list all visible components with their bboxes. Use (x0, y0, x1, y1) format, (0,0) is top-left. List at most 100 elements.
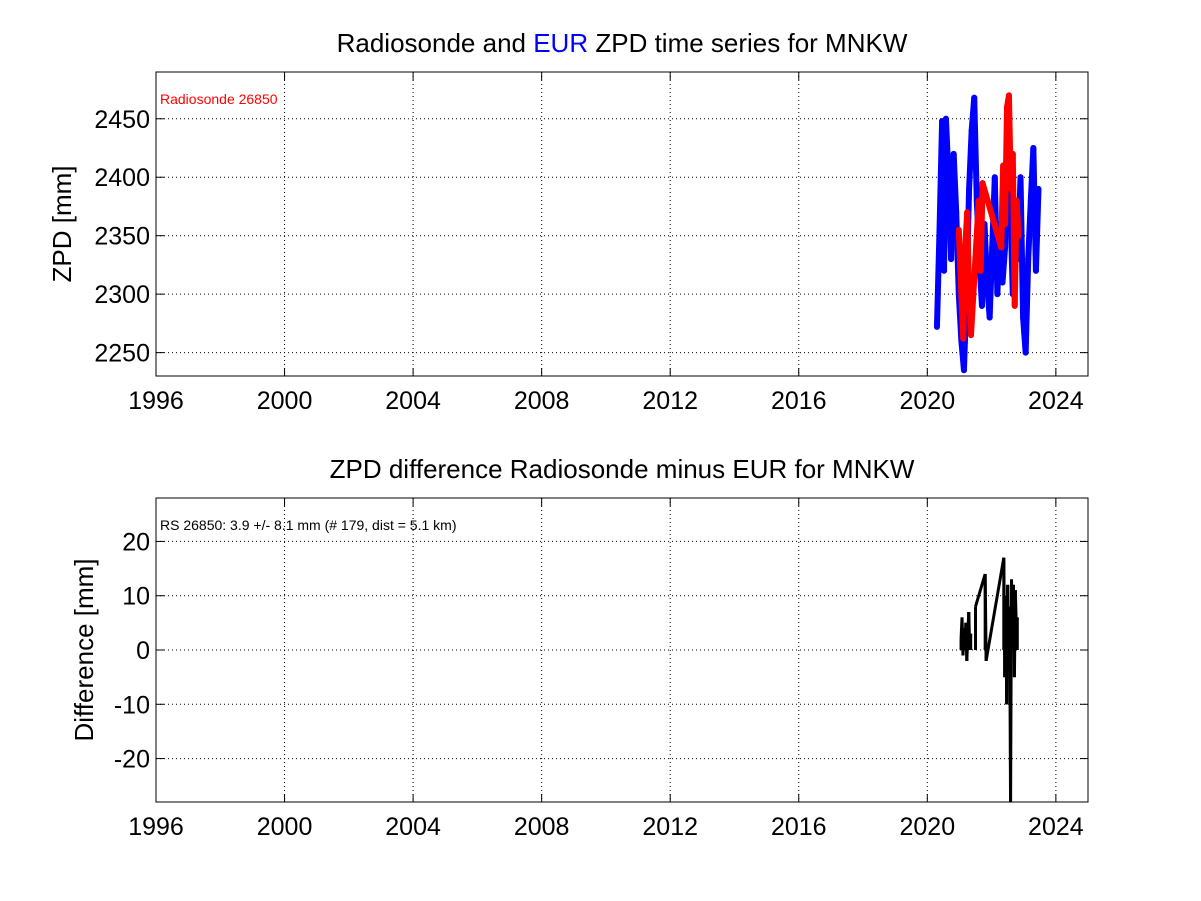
data-point (1008, 186, 1013, 191)
data-point (999, 245, 1004, 250)
data-point (940, 119, 945, 124)
zpd-time-series-panel: 1996 2000 2004 2008 2012 2016 2020 2024 2250 2300… (47, 28, 1089, 415)
data-point (979, 303, 984, 308)
data-point (1021, 315, 1026, 320)
axes-frame (155, 71, 1089, 377)
x-tick-label: 2024 (1028, 813, 1084, 841)
data-point (967, 186, 972, 191)
chart-title: Radiosonde and EUR ZPD time series for M… (337, 28, 908, 58)
series-segment (977, 180, 986, 274)
y-tick-label: -10 (114, 691, 150, 719)
data-point (1023, 350, 1028, 355)
series-segment (960, 244, 969, 342)
y-axis-label: Difference [mm] (69, 558, 99, 741)
y-tick-label: 2350 (94, 223, 150, 251)
chart-annotation: RS 26850: 3.9 +/- 8.1 mm (# 179, dist = … (160, 517, 456, 533)
x-tick-label: 2020 (899, 387, 955, 415)
data-point (956, 227, 961, 232)
y-tick-label: -20 (114, 746, 150, 774)
x-tick-label: 2000 (257, 387, 313, 415)
data-point (990, 245, 995, 250)
series-segment (981, 221, 991, 286)
series-0 (933, 94, 1042, 374)
series-segment (984, 557, 1006, 662)
x-tick-label: 2024 (1028, 387, 1084, 415)
data-point (961, 336, 966, 341)
series-segment (950, 150, 960, 216)
data-point (1005, 105, 1010, 110)
data-point (980, 181, 985, 186)
x-tick-label: 2004 (385, 387, 441, 415)
data-point (951, 151, 956, 156)
data-point (961, 368, 966, 373)
data-point (1010, 151, 1015, 156)
zpd-difference-panel: 1996 2000 2004 2008 2012 2016 2020 2024 -20 -10 0 1… (69, 454, 1089, 841)
series-segment (974, 573, 987, 607)
y-axis-label: ZPD [mm] (47, 166, 77, 283)
chart-title-part: ZPD time series for MNKW (588, 28, 908, 58)
data-point (1006, 93, 1011, 98)
series-segment (966, 127, 975, 192)
chart-title-part: Radiosonde and (337, 28, 534, 58)
data-point (987, 315, 992, 320)
x-tick-label: 2008 (514, 387, 570, 415)
data-point (942, 268, 947, 273)
data-point (972, 95, 977, 100)
data-point (946, 175, 951, 180)
y-tick-label: 20 (122, 528, 150, 556)
chart-title-part: EUR (533, 28, 588, 58)
x-tick-label: 2000 (257, 813, 313, 841)
series-segment (979, 180, 1005, 251)
y-tick-label: 2250 (94, 340, 150, 368)
data-point (1012, 303, 1017, 308)
series-segment (1025, 197, 1034, 263)
data-point (1018, 175, 1023, 180)
data-point (937, 227, 942, 232)
series-segment (1022, 256, 1032, 356)
x-tick-label: 2016 (771, 813, 827, 841)
data-point (1028, 198, 1033, 203)
series-segment (1032, 185, 1042, 274)
series-segment (964, 209, 973, 298)
data-point (959, 292, 964, 297)
data-point (985, 280, 990, 285)
data-point (969, 128, 974, 133)
data-point (943, 116, 948, 121)
data-point (992, 175, 997, 180)
y-tick-label: 2300 (94, 281, 150, 309)
data-point (1026, 257, 1031, 262)
series-segment (942, 115, 952, 181)
data-point (965, 210, 970, 215)
data-point (1016, 233, 1021, 238)
x-tick-label: 2008 (514, 813, 570, 841)
series-1 (955, 92, 1022, 342)
y-tick-label: 10 (122, 583, 150, 611)
chart-annotation: Radiosonde 26850 (160, 91, 278, 107)
series-segment (955, 226, 965, 298)
series-1 (974, 557, 1019, 803)
series-segment (999, 244, 1009, 286)
data-point (1000, 280, 1005, 285)
data-point (976, 198, 981, 203)
chart-title: ZPD difference Radiosonde minus EUR for … (330, 454, 915, 484)
data-point (949, 257, 954, 262)
series-segment (986, 244, 996, 321)
x-tick-label: 1996 (128, 387, 184, 415)
y-tick-label: 2450 (94, 106, 150, 134)
data-point (969, 333, 974, 338)
x-tick-label: 2012 (642, 813, 698, 841)
data-point (1014, 198, 1019, 203)
data-point (967, 292, 972, 297)
x-tick-label: 2016 (771, 387, 827, 415)
data-point (954, 210, 959, 215)
y-tick-label: 2400 (94, 164, 150, 192)
data-point (978, 268, 983, 273)
x-tick-label: 2020 (899, 813, 955, 841)
series-segment (933, 226, 943, 330)
x-tick-label: 2004 (385, 813, 441, 841)
series-0 (959, 611, 973, 661)
data-point (1003, 222, 1008, 226)
series-segment (1013, 197, 1022, 239)
data-point (995, 292, 1000, 297)
